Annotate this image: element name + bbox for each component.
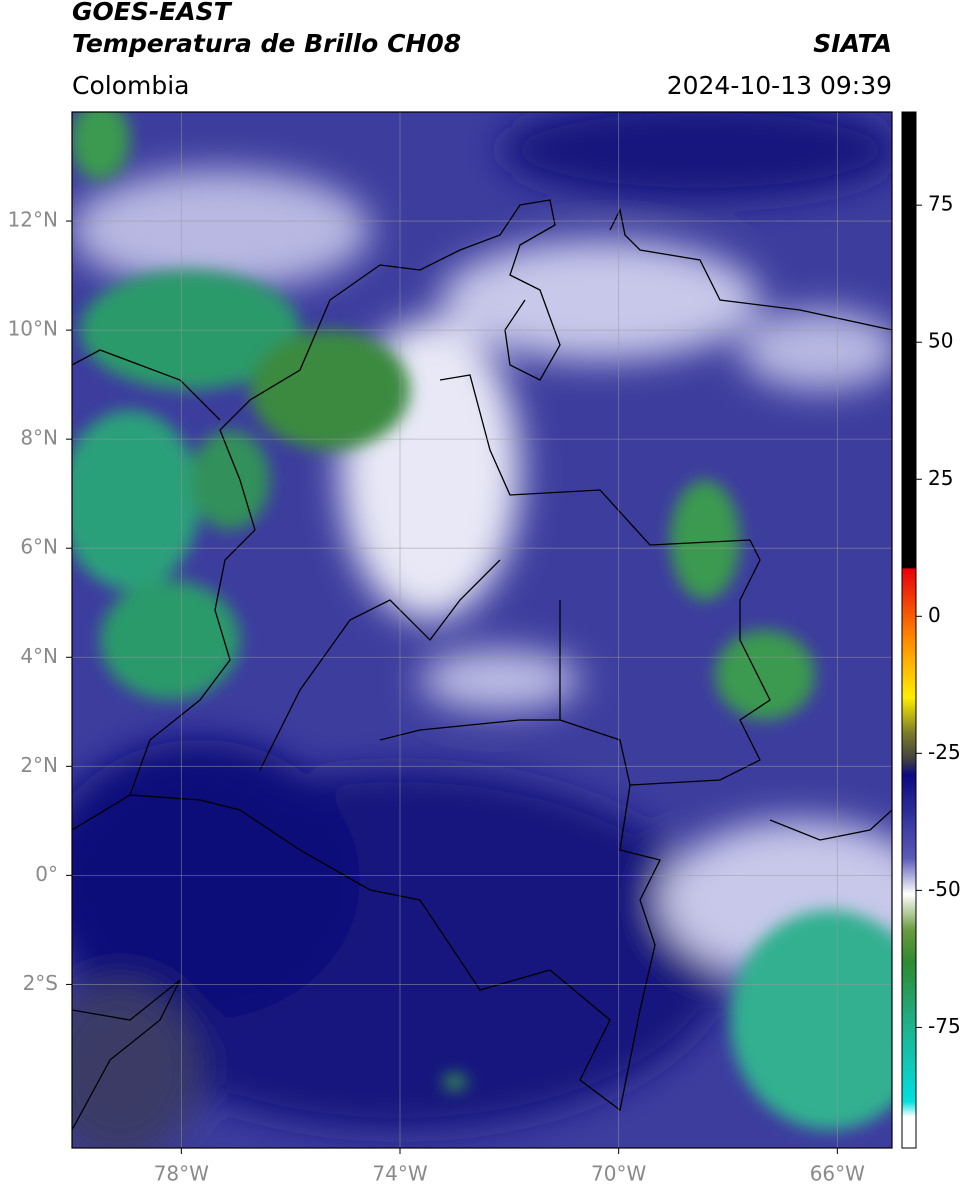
- colorbar-tick-label: -25: [928, 740, 961, 764]
- y-tick-label: 2°N: [20, 753, 58, 777]
- borders: [72, 199, 892, 1131]
- x-tick-label: 78°W: [154, 1162, 209, 1186]
- satellite-image: [72, 112, 892, 1148]
- y-tick-label: 12°N: [8, 208, 58, 232]
- y-tick-label: 6°N: [20, 535, 58, 559]
- datetime: 2024-10-13 09:39: [667, 71, 892, 100]
- colorbar-tick-label: 25: [928, 466, 953, 490]
- subtitle: Temperatura de Brillo CH08: [72, 29, 461, 58]
- source: SIATA: [813, 29, 892, 58]
- y-tick-label: 0°: [35, 862, 58, 886]
- y-tick-label: 2°S: [23, 971, 58, 995]
- region: Colombia: [72, 71, 189, 100]
- colorbar-tick-label: 0: [928, 603, 941, 627]
- y-tick-label: 8°N: [20, 426, 58, 450]
- colorbar-tick-label: 75: [928, 192, 953, 216]
- title: GOES-EAST: [72, 0, 233, 26]
- colorbar-tick-label: -75: [928, 1014, 961, 1038]
- x-tick-label: 74°W: [372, 1162, 427, 1186]
- y-tick-label: 4°N: [20, 644, 58, 668]
- map-frame: [71, 111, 893, 1149]
- colorbar-tick-label: -50: [928, 877, 961, 901]
- colorbar-tick-label: 50: [928, 329, 953, 353]
- y-tick-label: 10°N: [8, 317, 58, 341]
- x-tick-label: 66°W: [810, 1162, 865, 1186]
- grid-layer: [72, 112, 892, 1148]
- colorbar: [901, 111, 917, 1149]
- x-tick-label: 70°W: [591, 1162, 646, 1186]
